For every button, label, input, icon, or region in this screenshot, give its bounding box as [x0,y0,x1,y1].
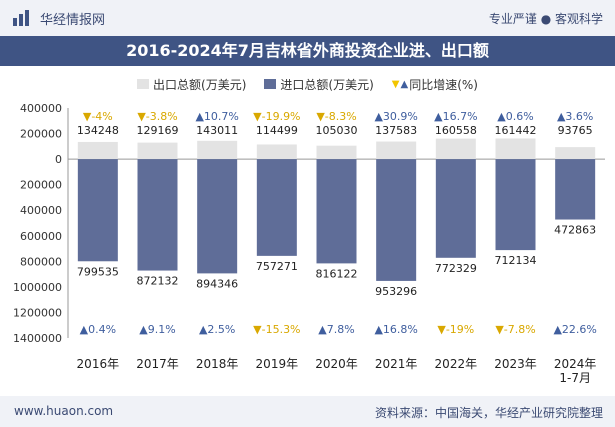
import-value-label: 816122 [316,267,358,280]
x-tick-label: 2017年 [136,357,179,371]
export-value-label: 129169 [137,124,179,137]
export-bar [495,138,536,160]
y-tick-label: 600000 [20,230,62,243]
brand: 华经情报网 [12,8,105,28]
import-value-label: 472863 [554,224,596,237]
import-value-label: 953296 [375,285,417,298]
x-tick-label: 2020年 [315,357,358,371]
y-tick-label: 200000 [20,128,62,141]
y-tick-label: 1400000 [13,332,62,345]
legend-growth: ▼ ▲ 同比增速(%) [392,76,478,93]
import-bar [197,159,238,274]
chart-legend: 出口总额(万美元) 进口总额(万美元) ▼ ▲ 同比增速(%) [0,73,615,95]
x-tick-label: 2019年 [256,357,299,371]
export-bar [555,147,596,160]
export-growth-label: ▼-8.3% [316,110,356,123]
import-value-label: 894346 [196,277,238,290]
import-bar [376,159,417,281]
export-value-label: 105030 [316,124,358,137]
export-value-label: 114499 [256,124,298,137]
export-bar [256,144,297,160]
import-value-label: 799535 [77,265,119,278]
export-growth-label: ▲0.6% [497,110,533,123]
import-bar [495,159,536,251]
export-value-label: 143011 [196,124,238,137]
export-growth-label: ▲30.9% [374,110,417,123]
import-bar [435,159,476,258]
y-tick-label: 1200000 [13,306,62,319]
import-value-label: 757271 [256,260,298,273]
website-link[interactable]: www.huaon.com [14,404,114,418]
export-bar [197,140,238,160]
export-bar [137,142,178,160]
import-growth-label: ▲16.8% [374,323,417,336]
top-bar: 华经情报网 专业严谨 ● 客观科学 [0,0,615,36]
export-growth-label: ▼-3.8% [137,110,177,123]
export-value-label: 161442 [495,124,537,137]
export-bar [316,145,357,160]
brand-name: 华经情报网 [40,12,106,28]
export-value-label: 137583 [375,124,417,137]
export-growth-label: ▼-19.9% [253,110,300,123]
export-growth-label: ▼-4% [83,110,113,123]
x-tick-label: 2024年 [554,357,597,371]
legend-import: 进口总额(万美元) [264,76,374,93]
import-growth-label: ▼-15.3% [253,323,300,336]
logo-icon [13,10,29,26]
x-tick-label: 1-7月 [559,371,591,385]
up-triangle-icon: ▲ [400,78,409,90]
chart: 400000 200000 0 200000 400000 600000 800000 100… [13,102,605,385]
source-note: 资料来源：中国海关，华经产业研究院整理 [374,406,603,420]
x-tick-label: 2023年 [494,357,537,371]
import-growth-label: ▲2.5% [199,323,235,336]
footer-bar: www.huaon.com 资料来源：中国海关，华经产业研究院整理 [0,396,615,427]
y-tick-label: 400000 [20,102,62,115]
export-bar [77,141,118,160]
import-bar [555,159,596,220]
legend-export-label: 出口总额(万美元) [153,77,247,92]
import-growth-label: ▲0.4% [80,323,116,336]
import-bar [77,159,118,262]
y-tick-label: 400000 [20,204,62,217]
x-tick-label: 2021年 [375,357,418,371]
export-growth-label: ▲10.7% [195,110,238,123]
import-growth-label: ▲22.6% [553,323,596,336]
import-value-label: 872132 [137,275,179,288]
export-value-label: 93765 [558,124,593,137]
export-growth-label: ▲16.7% [434,110,477,123]
export-growth-label: ▲3.6% [557,110,593,123]
import-growth-label: ▼-19% [437,323,474,336]
export-bar [376,141,417,160]
import-growth-label: ▲7.8% [318,323,354,336]
import-growth-label: ▼-7.8% [495,323,535,336]
import-bar [316,159,357,264]
import-value-label: 712134 [495,254,537,267]
y-tick-label: 800000 [20,255,62,268]
import-bar [137,159,178,271]
y-tick-label: 1000000 [13,281,62,294]
tagline: 专业严谨 ● 客观科学 [488,12,603,26]
import-bar [256,159,297,256]
x-tick-label: 2016年 [77,357,120,371]
export-swatch [137,79,150,89]
y-tick-label: 0 [55,153,62,166]
import-swatch [264,79,277,89]
legend-import-label: 进口总额(万美元) [280,77,374,92]
legend-export: 出口总额(万美元) [137,76,246,93]
import-value-label: 772329 [435,262,477,275]
x-tick-label: 2018年 [196,357,239,371]
title-bar: 2016-2024年7月吉林省外商投资企业进、出口额 [0,36,615,66]
legend-growth-label: 同比增速(%) [409,77,478,92]
export-value-label: 160558 [435,124,477,137]
import-growth-label: ▲9.1% [139,323,175,336]
export-bar [435,138,476,160]
x-tick-label: 2022年 [435,357,478,371]
chart-title: 2016-2024年7月吉林省外商投资企业进、出口额 [126,41,489,60]
export-value-label: 134248 [77,124,119,137]
down-triangle-icon: ▼ [391,78,400,90]
y-tick-label: 200000 [20,179,62,192]
